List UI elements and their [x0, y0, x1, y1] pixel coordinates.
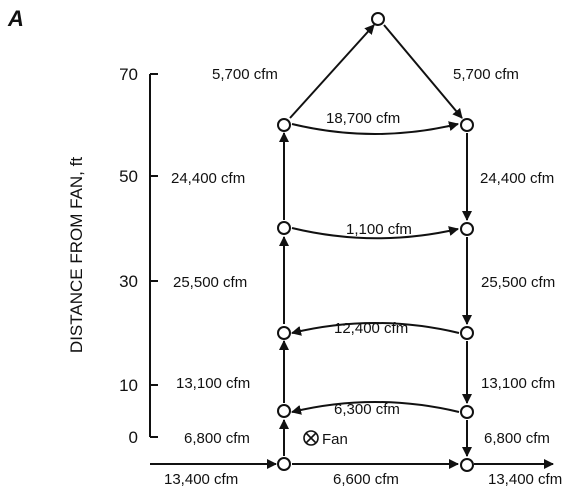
node-left-40 [277, 221, 291, 235]
node-right-0 [460, 458, 474, 472]
flow-label-right-20-5: 13,100 cfm [481, 375, 555, 392]
panel-label: A [7, 6, 24, 31]
flow-label-bottom: 6,600 cfm [333, 471, 399, 488]
node-left-60 [277, 118, 291, 132]
node-right-20 [460, 326, 474, 340]
flow-label-cross-60: 18,700 cfm [326, 110, 400, 127]
node-right-60 [460, 118, 474, 132]
airflow-edges [150, 24, 554, 469]
axis-title: DISTANCE FROM FAN, ft [67, 157, 86, 353]
cross-arrow-20 [291, 322, 460, 336]
flow-label-cross-5: 6,300 cfm [334, 401, 400, 418]
flow-label-left-40-60: 24,400 cfm [171, 170, 245, 187]
cross-arrow-40 [291, 226, 459, 240]
flow-label-right-60-40: 24,400 cfm [480, 170, 554, 187]
cross-arrow-60 [291, 121, 459, 135]
right-apex-arrow [383, 24, 463, 119]
flow-label-left-apex: 5,700 cfm [212, 66, 278, 83]
flow-label-right-40-20: 25,500 cfm [481, 274, 555, 291]
flow-labels: 13,400 cfm 6,600 cfm 13,400 cfm 6,800 cf… [164, 66, 562, 488]
node-left-0 [277, 457, 291, 471]
apex-node [371, 12, 385, 26]
axis-tick-label-70: 70 [119, 65, 138, 84]
node-left-20 [277, 326, 291, 340]
fan-icon [303, 430, 319, 446]
flow-label-outlet: 13,400 cfm [488, 471, 562, 488]
flow-label-cross-20: 12,400 cfm [334, 320, 408, 337]
axis-tick-label-50: 50 [119, 167, 138, 186]
flow-label-right-5-0: 6,800 cfm [484, 430, 550, 447]
flow-label-inlet: 13,400 cfm [164, 471, 238, 488]
axis-tick-label-30: 30 [119, 272, 138, 291]
fan-label: Fan [322, 431, 348, 448]
node-right-5 [460, 405, 474, 419]
flow-label-left-5-20: 13,100 cfm [176, 375, 250, 392]
node-right-40 [460, 222, 474, 236]
flow-label-right-apex: 5,700 cfm [453, 66, 519, 83]
axis-tick-label-0: 0 [129, 428, 138, 447]
junction-nodes [277, 12, 474, 472]
node-left-5 [277, 404, 291, 418]
flow-label-cross-40: 1,100 cfm [346, 221, 412, 238]
distance-axis: 70 50 30 10 0 DISTANCE FROM FAN, ft [67, 65, 158, 447]
flow-label-left-20-40: 25,500 cfm [173, 274, 247, 291]
left-apex-arrow [289, 24, 375, 119]
axis-tick-label-10: 10 [119, 376, 138, 395]
flow-label-left-0-5: 6,800 cfm [184, 430, 250, 447]
cross-arrow-5 [291, 401, 460, 415]
